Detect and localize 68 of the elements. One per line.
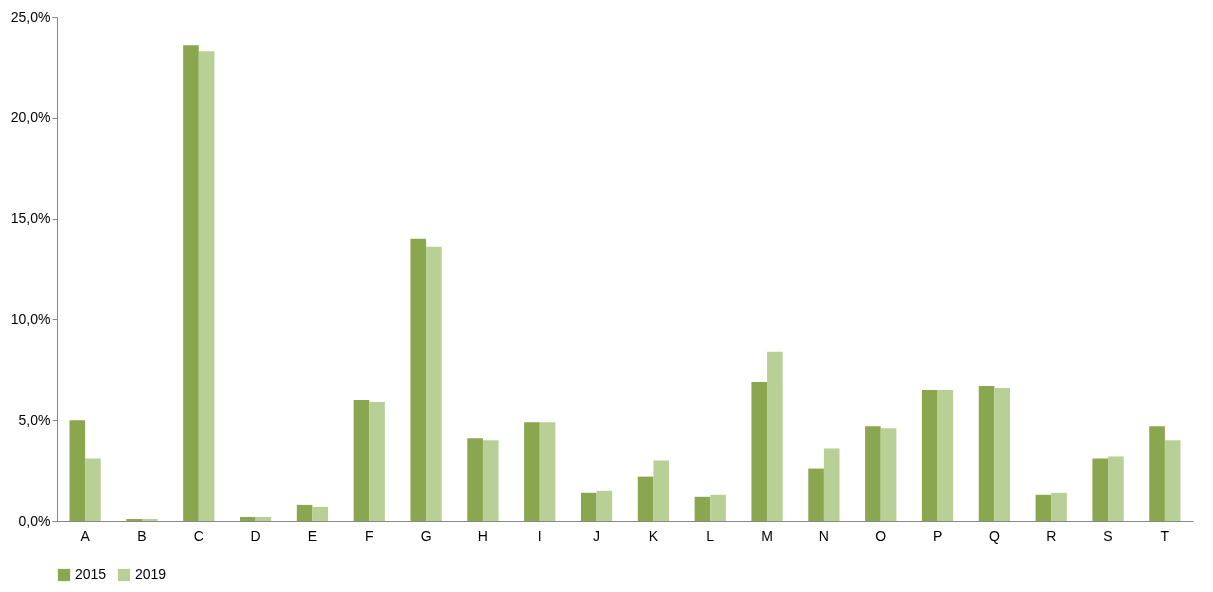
bar xyxy=(937,389,954,521)
x-tick-label: C xyxy=(193,527,204,544)
bar xyxy=(85,458,101,521)
x-tick-label: B xyxy=(137,527,147,544)
bar xyxy=(141,518,158,521)
bar xyxy=(994,387,1011,521)
bar xyxy=(69,420,86,521)
x-tick-label: A xyxy=(80,527,91,544)
bar xyxy=(710,494,726,521)
bar xyxy=(1108,456,1124,521)
bar xyxy=(823,448,840,521)
bar xyxy=(239,516,256,521)
x-tick-label: Q xyxy=(988,527,1000,544)
bar xyxy=(482,440,499,521)
bar xyxy=(751,381,768,521)
y-tick-label: 0,0% xyxy=(18,512,51,529)
bar xyxy=(312,506,329,521)
bar xyxy=(580,492,597,521)
x-tick-label: R xyxy=(1046,527,1057,544)
bar xyxy=(467,438,483,521)
x-tick-label: S xyxy=(1103,527,1113,544)
legend-label: 2015 xyxy=(75,566,107,582)
bar xyxy=(426,246,442,521)
bar xyxy=(1149,426,1165,521)
bar xyxy=(524,422,540,521)
bar xyxy=(921,389,938,521)
y-tick-label: 10,0% xyxy=(10,310,51,327)
x-tick-label: O xyxy=(875,527,887,544)
bar xyxy=(369,402,385,521)
bar xyxy=(539,422,556,521)
x-tick-label: M xyxy=(761,527,773,544)
bar xyxy=(978,385,995,521)
bar xyxy=(1035,494,1052,521)
x-tick-label: E xyxy=(307,527,318,544)
bar xyxy=(410,238,427,521)
bar xyxy=(1092,458,1109,521)
x-tick-label: K xyxy=(648,527,659,544)
bar xyxy=(255,516,272,521)
bar xyxy=(353,400,370,521)
x-tick-label: L xyxy=(706,527,715,544)
legend-label: 2019 xyxy=(135,566,167,582)
bar xyxy=(596,490,613,521)
x-tick-label: P xyxy=(932,527,943,544)
bar xyxy=(183,45,199,521)
x-tick-label: H xyxy=(477,527,488,544)
x-tick-label: T xyxy=(1160,527,1170,544)
bar xyxy=(198,51,215,521)
bar xyxy=(653,460,670,521)
x-tick-label: F xyxy=(364,527,374,544)
bar xyxy=(296,504,313,521)
x-tick-label: I xyxy=(537,527,542,544)
x-tick-label: J xyxy=(593,527,601,544)
bar xyxy=(1051,492,1067,521)
bar xyxy=(767,351,783,521)
bar xyxy=(1164,440,1181,521)
y-tick-label: 15,0% xyxy=(10,210,51,227)
bar xyxy=(865,426,881,521)
bar xyxy=(126,518,142,521)
y-tick-label: 5,0% xyxy=(18,411,51,428)
y-tick-label: 20,0% xyxy=(10,109,51,126)
bar xyxy=(637,476,654,521)
x-tick-label: G xyxy=(420,527,432,544)
y-tick-label: 25,0% xyxy=(10,8,51,25)
x-tick-label: N xyxy=(818,527,829,544)
x-tick-label: D xyxy=(250,527,261,544)
bar xyxy=(808,468,824,521)
bar xyxy=(694,496,711,521)
bar xyxy=(880,428,897,521)
